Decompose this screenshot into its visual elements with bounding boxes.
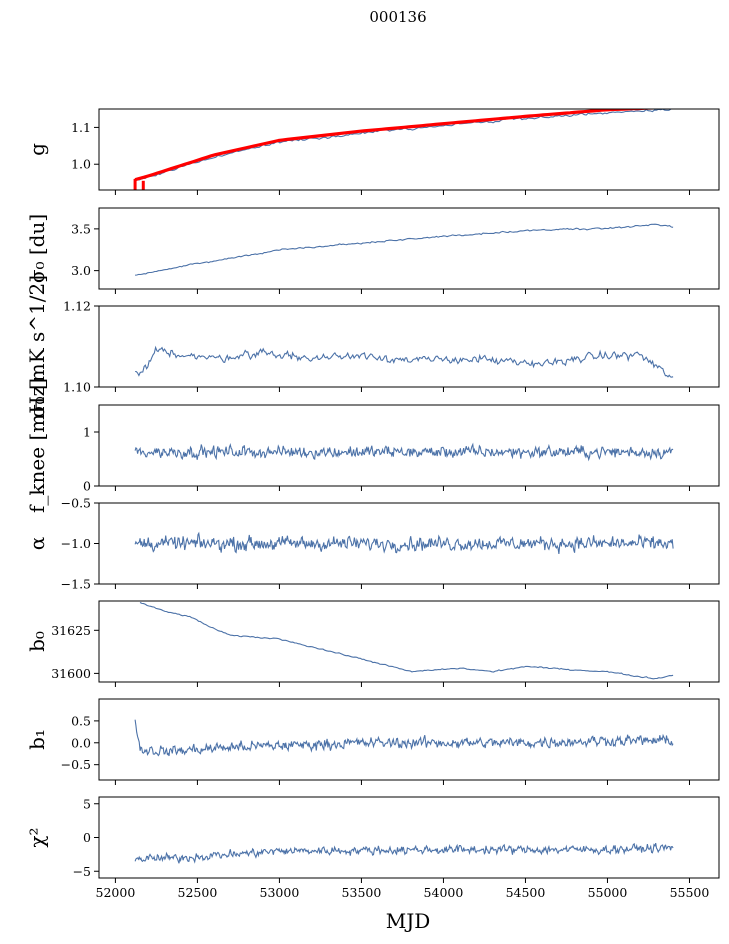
axes-frame bbox=[98, 404, 720, 487]
panel-1: 1.0 1.1 g bbox=[25, 108, 720, 195]
x-tick-label: 54000 bbox=[424, 885, 464, 900]
y-tick-label: 31600 bbox=[51, 666, 91, 681]
panel-5: −1.5 −1.0 −0.5 α bbox=[25, 496, 720, 592]
panel-7: −0.5 0.0 0.5 b₁ bbox=[25, 698, 720, 785]
panel-8: −5 0 5 52000 52500 53000 53500 54000 54500 55000 5… bbox=[25, 796, 720, 900]
y-tick-label: 0.0 bbox=[71, 735, 91, 750]
fit-line bbox=[134, 109, 667, 182]
series-line bbox=[134, 109, 673, 182]
y-axis-label: σ₀ [mK s^1/2] bbox=[25, 275, 49, 418]
series-line bbox=[135, 223, 674, 276]
panel-2: 3.0 3.5 σ₀ [du] bbox=[25, 207, 720, 294]
y-tick-label: 1.12 bbox=[63, 299, 91, 314]
panel-stack: 1.0 1.1 g 3.0 3.5 σ₀ [du] 1.10 1.12 σ₀ [mK s^1/2… bbox=[25, 108, 720, 900]
panel-3: 1.10 1.12 σ₀ [mK s^1/2] bbox=[25, 275, 720, 418]
y-tick-label: −0.5 bbox=[61, 496, 91, 511]
x-tick-label: 52000 bbox=[96, 885, 136, 900]
y-axis-label: b₀ bbox=[25, 631, 49, 652]
y-tick-label: 0.5 bbox=[71, 713, 91, 728]
y-tick-label: −0.5 bbox=[61, 757, 91, 772]
y-tick-label: 5 bbox=[83, 796, 91, 811]
y-tick-label: −1.5 bbox=[61, 577, 91, 592]
y-axis-label: b₁ bbox=[25, 729, 49, 750]
x-tick-label: 53000 bbox=[260, 885, 300, 900]
axes-frame bbox=[98, 305, 720, 388]
y-tick-label: −5 bbox=[73, 864, 91, 879]
x-tick-label: 55500 bbox=[670, 885, 710, 900]
y-tick-label: 1.1 bbox=[71, 120, 91, 135]
series-line bbox=[139, 602, 674, 680]
x-tick-label: 53500 bbox=[342, 885, 382, 900]
y-axis-label: g bbox=[25, 143, 49, 156]
y-tick-label: 0 bbox=[83, 479, 91, 494]
axes-frame bbox=[98, 600, 720, 683]
series-line bbox=[134, 531, 674, 554]
y-axis-label: χ² bbox=[25, 827, 49, 847]
y-tick-label: 1.10 bbox=[63, 380, 91, 395]
figure-title: 000136 bbox=[369, 8, 426, 26]
series-line bbox=[134, 842, 674, 864]
y-tick-label: 1.0 bbox=[71, 157, 91, 172]
axes-frame bbox=[98, 698, 720, 781]
y-tick-label: 31625 bbox=[51, 623, 91, 638]
y-axis-label: f_knee [mHz] bbox=[25, 378, 49, 513]
series-line bbox=[134, 442, 674, 462]
y-tick-label: 1 bbox=[83, 425, 91, 440]
x-tick-label: 52500 bbox=[178, 885, 218, 900]
y-tick-label: 0 bbox=[83, 830, 91, 845]
y-axis-label: α bbox=[25, 537, 49, 551]
axes-frame bbox=[98, 796, 720, 879]
x-tick-label: 54500 bbox=[506, 885, 546, 900]
x-axis-label: MJD bbox=[386, 909, 431, 933]
y-tick-label: −1.0 bbox=[61, 536, 91, 551]
x-tick-label: 55000 bbox=[588, 885, 628, 900]
series-line bbox=[135, 345, 674, 378]
y-tick-label: 3.5 bbox=[71, 221, 91, 236]
y-tick-label: 3.0 bbox=[71, 263, 91, 278]
axes-frame bbox=[98, 207, 720, 290]
series-line bbox=[134, 719, 674, 757]
panel-4: 0 1 f_knee [mHz] bbox=[25, 378, 720, 513]
y-axis-label: σ₀ [du] bbox=[25, 214, 49, 283]
axes-frame bbox=[98, 108, 720, 191]
